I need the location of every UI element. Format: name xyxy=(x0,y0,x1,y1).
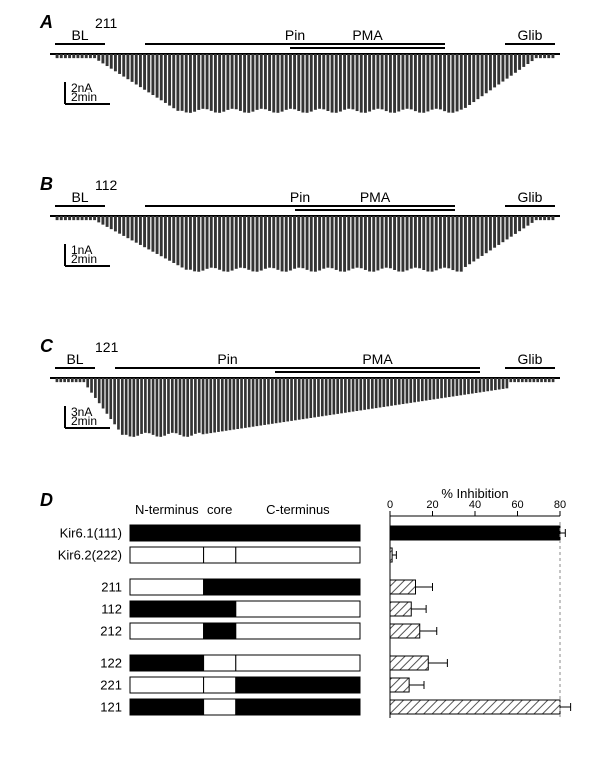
Glib-label: Glib xyxy=(518,189,543,205)
segment-2 xyxy=(236,601,360,617)
segment-0 xyxy=(130,601,204,617)
inhibition-bar xyxy=(390,624,420,638)
panel-C: C121BLPinPMAGlib3nA2min xyxy=(40,336,560,437)
segment-2 xyxy=(236,699,360,715)
Glib-label: Glib xyxy=(518,351,543,367)
inhibition-bar xyxy=(390,678,409,692)
segment-1 xyxy=(204,601,236,617)
row-Kir6.1(111): Kir6.1(111) xyxy=(60,525,566,541)
row-122: 122 xyxy=(100,655,447,671)
inhibition-bar xyxy=(390,580,416,594)
row-211: 211 xyxy=(101,579,432,595)
chimera-title: 121 xyxy=(95,339,119,355)
row-name: 211 xyxy=(101,579,122,594)
header-C: C-terminus xyxy=(266,502,330,517)
segment-0 xyxy=(130,699,204,715)
sweeps xyxy=(57,216,553,272)
segment-1 xyxy=(204,677,236,693)
PMA-label: PMA xyxy=(360,189,391,205)
PMA-label: PMA xyxy=(362,351,393,367)
row-212: 212 xyxy=(100,623,436,639)
inhibition-bar xyxy=(390,526,560,540)
segment-0 xyxy=(130,655,204,671)
segment-2 xyxy=(236,547,360,563)
sweeps xyxy=(57,378,553,437)
Glib-label: Glib xyxy=(518,27,543,43)
scale-x-label: 2min xyxy=(71,90,97,104)
panel-D: DN-terminuscoreC-terminus% Inhibition020… xyxy=(40,486,571,718)
segment-1 xyxy=(204,699,236,715)
segment-0 xyxy=(130,525,204,541)
row-name: Kir6.2(222) xyxy=(58,547,122,562)
row-221: 221 xyxy=(100,677,424,693)
panel-label: D xyxy=(40,490,53,510)
row-name: 221 xyxy=(100,677,122,692)
row-name: 112 xyxy=(101,601,122,616)
Pin-label: Pin xyxy=(285,27,305,43)
row-Kir6.2(222): Kir6.2(222) xyxy=(58,547,397,563)
row-121: 121 xyxy=(100,699,570,715)
segment-1 xyxy=(204,579,236,595)
tick-label: 40 xyxy=(469,499,481,511)
tick-label: 20 xyxy=(426,499,438,511)
segment-2 xyxy=(236,525,360,541)
segment-0 xyxy=(130,623,204,639)
row-name: 121 xyxy=(100,699,122,714)
chimera-title: 112 xyxy=(95,177,118,193)
panel-label: B xyxy=(40,174,53,194)
BL-label: BL xyxy=(71,189,88,205)
chimera-title: 211 xyxy=(95,15,118,31)
segment-0 xyxy=(130,579,204,595)
scale-x-label: 2min xyxy=(71,414,97,428)
segment-2 xyxy=(236,579,360,595)
segment-1 xyxy=(204,623,236,639)
segment-1 xyxy=(204,655,236,671)
Pin-label: Pin xyxy=(290,189,310,205)
panel-label: C xyxy=(40,336,54,356)
row-name: 212 xyxy=(100,623,122,638)
segment-2 xyxy=(236,677,360,693)
inhibition-bar xyxy=(390,602,411,616)
scale-x-label: 2min xyxy=(71,252,97,266)
row-112: 112 xyxy=(101,601,426,617)
header-core: core xyxy=(207,502,232,517)
PMA-label: PMA xyxy=(352,27,383,43)
segment-2 xyxy=(236,655,360,671)
tick-label: 80 xyxy=(554,499,566,511)
inhibition-bar xyxy=(390,656,428,670)
BL-label: BL xyxy=(66,351,83,367)
panel-label: A xyxy=(39,12,53,32)
tick-label: 60 xyxy=(511,499,523,511)
BL-label: BL xyxy=(71,27,88,43)
inhibition-bar xyxy=(390,700,560,714)
Pin-label: Pin xyxy=(217,351,237,367)
tick-label: 0 xyxy=(387,499,393,511)
header-N: N-terminus xyxy=(135,502,199,517)
segment-2 xyxy=(236,623,360,639)
row-name: 122 xyxy=(100,655,122,670)
segment-0 xyxy=(130,677,204,693)
panel-B: B112BLPinPMAGlib1nA2min xyxy=(40,174,560,272)
segment-1 xyxy=(204,547,236,563)
panel-A: A211BLPinPMAGlib2nA2min xyxy=(39,12,560,113)
row-name: Kir6.1(111) xyxy=(60,525,122,540)
segment-1 xyxy=(204,525,236,541)
segment-0 xyxy=(130,547,204,563)
sweeps xyxy=(57,54,553,113)
